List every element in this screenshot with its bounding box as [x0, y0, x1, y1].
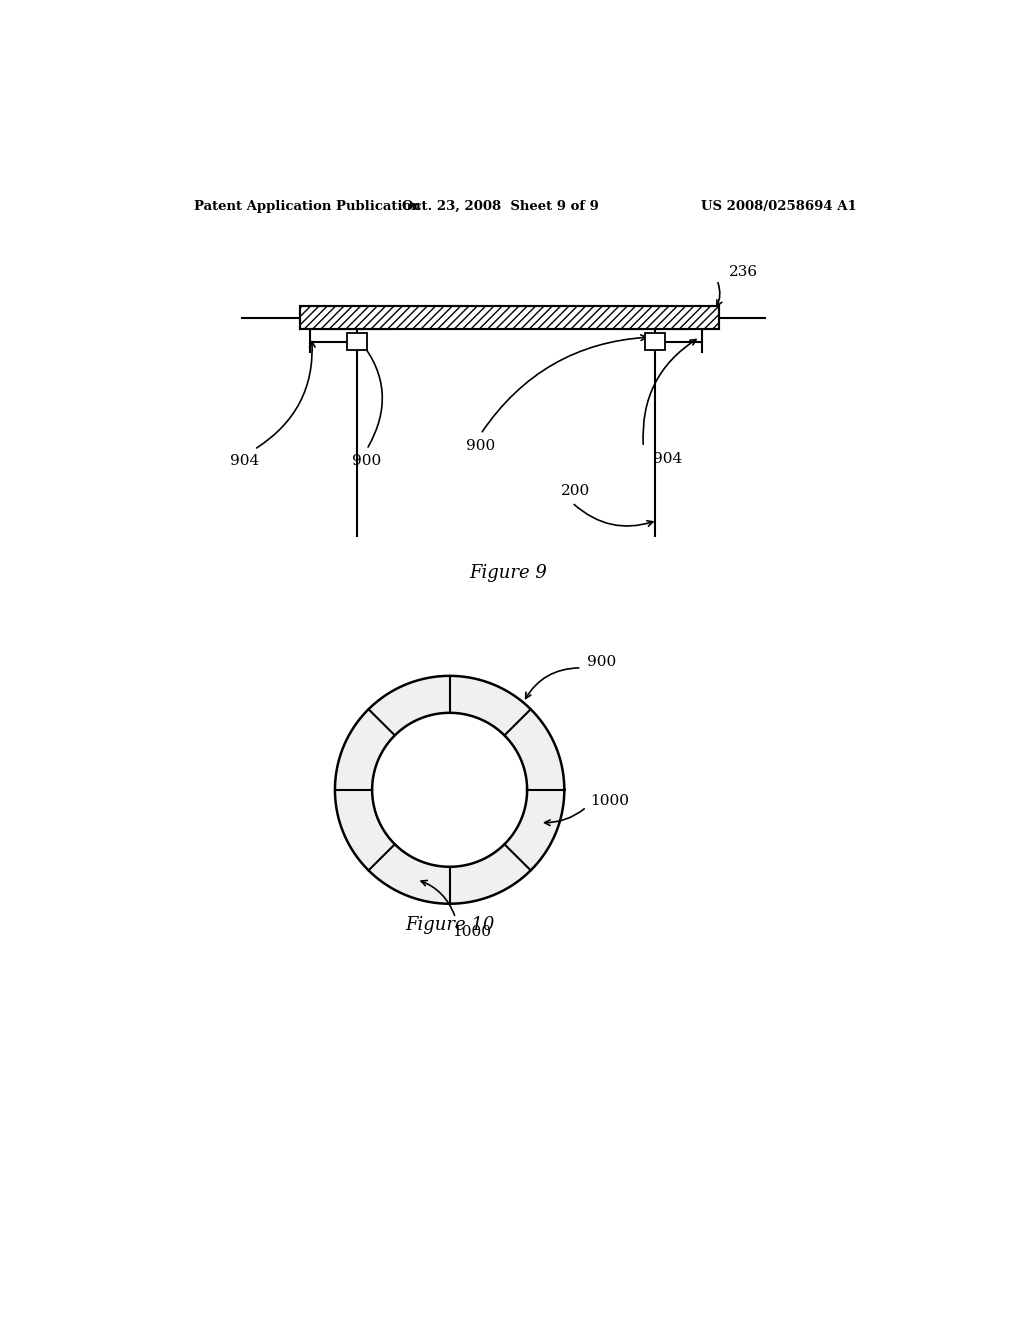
Wedge shape	[335, 676, 564, 904]
Wedge shape	[335, 676, 564, 904]
Text: 904: 904	[229, 454, 259, 469]
Bar	[645, 333, 665, 350]
Wedge shape	[335, 676, 564, 904]
Text: 236: 236	[729, 265, 758, 280]
Text: Figure 10: Figure 10	[404, 916, 495, 933]
Wedge shape	[335, 676, 564, 904]
Text: Patent Application Publication: Patent Application Publication	[194, 199, 421, 213]
Text: 900: 900	[466, 438, 496, 453]
Bar	[300, 306, 719, 330]
Wedge shape	[335, 676, 564, 904]
Text: 904: 904	[653, 451, 683, 466]
Bar	[300, 306, 719, 330]
Text: 900: 900	[352, 454, 381, 469]
Text: 1000: 1000	[452, 925, 490, 939]
Wedge shape	[335, 676, 564, 904]
Text: US 2008/0258694 A1: US 2008/0258694 A1	[700, 199, 856, 213]
Text: Oct. 23, 2008  Sheet 9 of 9: Oct. 23, 2008 Sheet 9 of 9	[401, 199, 598, 213]
Text: 200: 200	[561, 484, 591, 498]
Wedge shape	[335, 676, 564, 904]
Bar	[300, 306, 719, 330]
Wedge shape	[335, 676, 564, 904]
Text: Figure 9: Figure 9	[469, 564, 547, 582]
Text: 900: 900	[587, 656, 616, 669]
Text: 1000: 1000	[590, 793, 630, 808]
Bar	[346, 333, 367, 350]
